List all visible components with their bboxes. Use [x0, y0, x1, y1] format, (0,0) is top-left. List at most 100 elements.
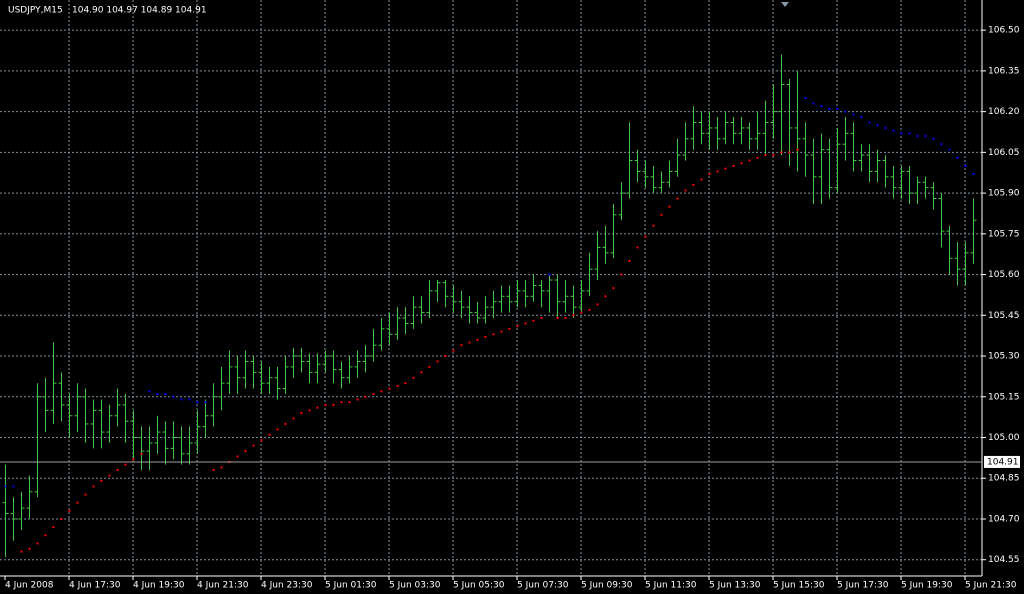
sar-dot	[132, 458, 135, 461]
ohlc-bar	[674, 138, 681, 177]
sar-dot	[332, 403, 335, 406]
ohlc-bar	[490, 290, 497, 319]
sar-dot	[52, 526, 55, 529]
sar-dot	[876, 124, 879, 127]
ohlc-bar	[18, 491, 25, 530]
sar-dot	[596, 303, 599, 306]
sar-dot	[604, 295, 607, 298]
sar-dot	[612, 287, 615, 290]
y-tick-label: 106.20	[988, 107, 1020, 117]
sar-dot	[908, 132, 911, 135]
ohlc-bar	[290, 347, 297, 378]
ohlc-bar	[130, 410, 137, 460]
ohlc-bar	[666, 160, 673, 188]
ohlc-bar	[858, 144, 865, 172]
x-tick-label: 4 Jun 23:30	[261, 581, 313, 591]
shift-marker	[781, 2, 789, 7]
ohlc-bar	[346, 356, 353, 384]
sar-dot	[572, 314, 575, 317]
sar-dot	[588, 308, 591, 311]
x-tick-label: 4 Jun 21:30	[197, 581, 249, 591]
sar-dot	[12, 485, 15, 488]
ohlc-bar	[730, 117, 737, 145]
sar-dot	[708, 173, 711, 176]
y-tick-label: 104.85	[988, 474, 1020, 484]
ohlc-bar	[106, 404, 113, 443]
ohlc-bar	[810, 138, 817, 204]
sar-dot	[68, 509, 71, 512]
sar-dot	[668, 205, 671, 208]
sar-dot	[692, 183, 695, 186]
sar-dot	[428, 365, 431, 368]
ohlc-bar	[522, 279, 529, 308]
sar-dot	[636, 246, 639, 249]
ohlc-bar	[738, 117, 745, 145]
x-tick-label: 5 Jun 13:30	[709, 581, 761, 591]
sar-dot	[380, 390, 383, 393]
ohlc-bar	[426, 279, 433, 319]
ohlc-bar	[194, 410, 201, 454]
ohlc-bar	[866, 144, 873, 183]
ohlc-bar	[202, 399, 209, 438]
ohlc-bar	[314, 353, 321, 384]
ohlc-bar	[394, 307, 401, 340]
ohlc-bar	[114, 388, 121, 427]
sar-dot	[268, 433, 271, 436]
sar-dot	[644, 235, 647, 238]
ohlc-bar	[418, 296, 425, 324]
ohlc-bar	[930, 182, 937, 210]
ohlc-bar	[234, 356, 241, 395]
ohlc-bar	[354, 350, 361, 378]
sar-dot	[580, 311, 583, 314]
sar-dot	[164, 393, 167, 396]
sar-dot	[964, 164, 967, 167]
sar-dot	[828, 107, 831, 110]
ohlc-bar	[498, 285, 505, 313]
ohlc-bar	[962, 241, 969, 286]
y-tick-label: 105.15	[988, 392, 1020, 402]
ohlc-bar	[722, 111, 729, 145]
ohlc-bar	[634, 149, 641, 183]
ohlc-bar	[10, 497, 17, 541]
sar-dot	[188, 398, 191, 401]
sar-dot	[396, 384, 399, 387]
x-tick-label: 4 Jun 19:30	[133, 581, 185, 591]
ohlc-bar	[322, 350, 329, 373]
sar-dot	[732, 164, 735, 167]
sar-dot	[476, 338, 479, 341]
ohlc-bar	[514, 279, 521, 308]
ohlc-bar	[282, 356, 289, 395]
sar-dot	[116, 469, 119, 472]
y-tick-label: 105.30	[988, 352, 1020, 362]
sar-dot	[220, 466, 223, 469]
sar-dot	[204, 401, 207, 404]
ohlc-bar	[770, 84, 777, 139]
sar-dot	[28, 547, 31, 550]
ohlc-bar	[474, 301, 481, 324]
sar-dot	[356, 398, 359, 401]
y-tick-label: 105.00	[988, 433, 1020, 443]
sar-dot	[468, 341, 471, 344]
sar-dot	[156, 393, 159, 396]
ohlc-bar	[706, 111, 713, 150]
sar-dot	[620, 273, 623, 276]
ohlc-bar	[266, 366, 273, 395]
sar-dot	[884, 126, 887, 129]
current-price-box	[984, 455, 1020, 468]
ohlc-bar	[898, 165, 905, 199]
y-tick-label: 105.90	[988, 189, 1020, 199]
x-tick-label: 4 Jun 17:30	[69, 581, 121, 591]
ohlc-bar	[642, 160, 649, 188]
ohlc-bar	[242, 350, 249, 389]
y-tick-label: 105.75	[988, 229, 1020, 239]
ohlc-bar	[250, 356, 257, 389]
ohlc-bar	[506, 285, 513, 313]
sar-dot	[388, 387, 391, 390]
sar-dot	[276, 428, 279, 431]
sar-dot	[284, 422, 287, 425]
x-tick-label: 5 Jun 01:30	[325, 581, 377, 591]
y-tick-label: 104.70	[988, 514, 1020, 524]
y-tick-label: 105.45	[988, 311, 1020, 321]
